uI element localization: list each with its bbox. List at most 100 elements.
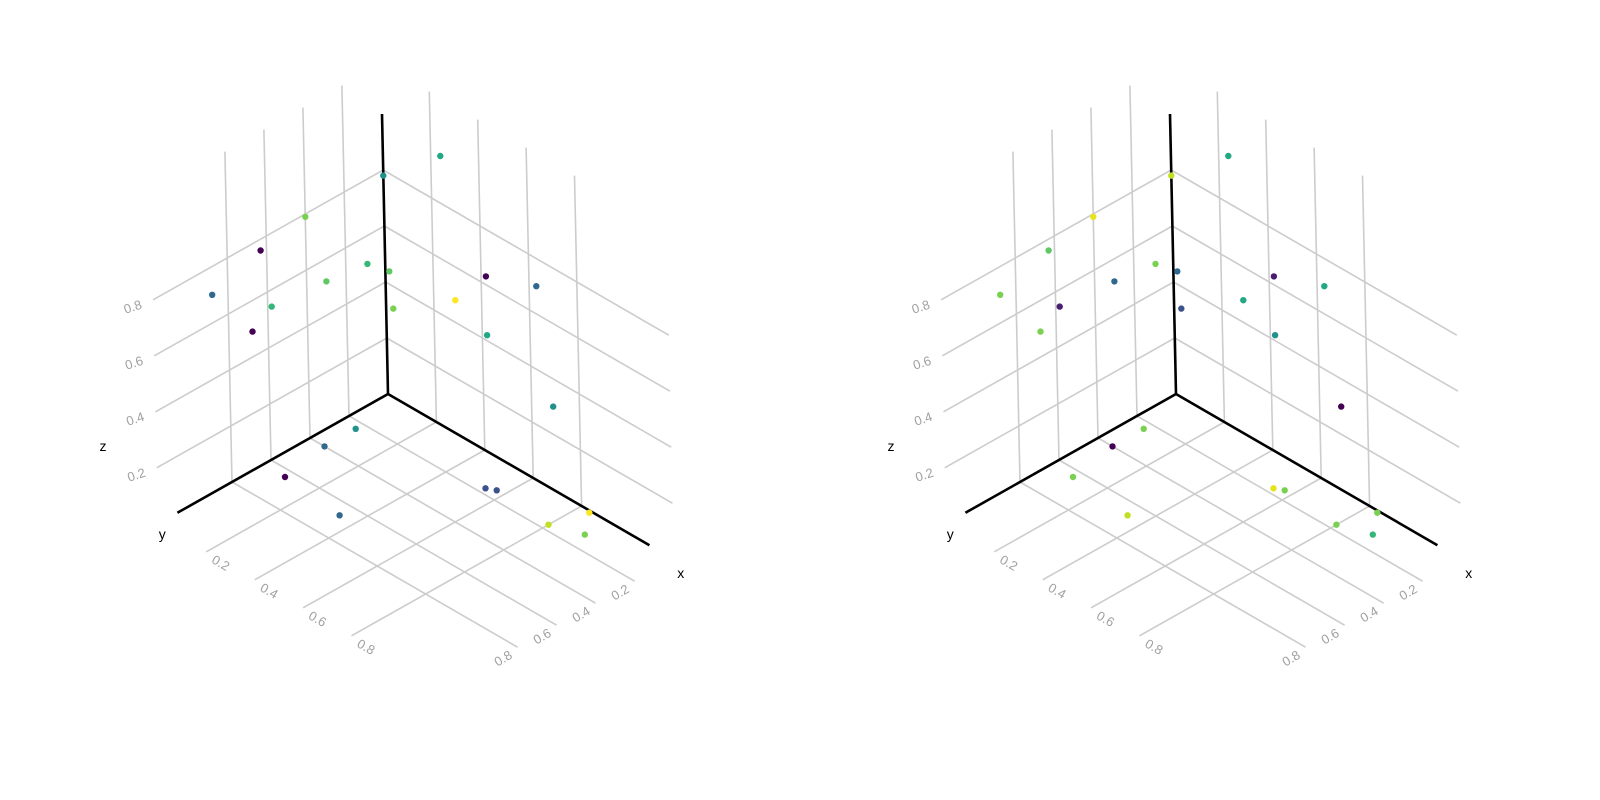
xz-wall-grid-line-x [476, 119, 486, 451]
scatter-point [268, 303, 275, 310]
xz-wall-grid-line-x [1313, 147, 1322, 479]
scatter-point [1140, 425, 1147, 432]
floor-grid-line-y [231, 481, 519, 648]
floor-grid-line-y [1019, 481, 1307, 648]
x-tick-label: 0.2 [997, 552, 1020, 574]
y-tick-label: 0.8 [1279, 647, 1302, 669]
scatter-point [1271, 332, 1279, 339]
z-tick-label: 0.6 [911, 353, 933, 373]
xz-wall-grid-line-z [386, 337, 673, 504]
scatter-point [1090, 213, 1097, 220]
x-tick-label: 0.4 [1046, 580, 1069, 602]
yz-wall-grid-line-z [940, 169, 1172, 301]
z-tick-label: 0.2 [913, 465, 935, 485]
scatter-point [281, 473, 289, 481]
yz-wall-grid-line-z [155, 281, 386, 413]
yz-wall-grid-line-y [341, 85, 350, 417]
xz-wall-grid-line-z [382, 169, 670, 336]
xz-wall-grid-line-x [525, 147, 534, 479]
floor-grid-line-y [1097, 437, 1385, 604]
scatter-point [1178, 305, 1185, 312]
scatter-point [1069, 473, 1077, 481]
xz-wall-grid-line-z [385, 281, 672, 448]
scatter-point [1037, 328, 1044, 335]
scatter-point [482, 485, 489, 492]
scatter-point [1240, 297, 1247, 304]
xz-wall-grid-line-z [383, 225, 671, 392]
scatter-point [1338, 403, 1345, 410]
z-tick-label: 0.8 [122, 297, 144, 317]
scatter-point [209, 291, 216, 298]
scatter-point [581, 531, 588, 538]
y-axis-line [176, 392, 389, 514]
scatter-point [323, 278, 330, 285]
xz-wall-grid-line-x [1361, 175, 1371, 507]
floor-grid-line-x [254, 449, 486, 581]
x-axis-label: x [677, 565, 684, 581]
x-tick-label: 0.6 [1094, 608, 1117, 630]
scatter-point [321, 443, 328, 450]
yz-wall-grid-line-y [224, 151, 233, 483]
scatter-point [545, 521, 552, 528]
y-axis-line [964, 392, 1177, 514]
scatter-point [1270, 485, 1277, 492]
yz-wall-grid-line-z [944, 337, 1176, 469]
y-tick-label: 0.4 [569, 603, 592, 625]
floor-grid-line-x [1042, 449, 1274, 581]
yz-wall-grid-line-z [156, 337, 388, 469]
x-axis-label: x [1465, 565, 1472, 581]
y-axis-label: y [159, 526, 166, 542]
floor-grid-line-x [1090, 477, 1322, 609]
scatter-point [1111, 278, 1118, 285]
scatter3d-panel-right: 0.2 0.4 0.6 0.8 0.2 0.4 0.6 0.8 0.2 0.4 0.6 0.8 x y z [888, 85, 1472, 669]
scatter-point [452, 297, 459, 304]
yz-wall-grid-line-y [263, 129, 272, 461]
xz-wall-grid-line-x [1216, 91, 1226, 423]
z-axis-line [1168, 113, 1178, 395]
yz-wall-grid-line-z [152, 169, 384, 301]
scatter-point [1152, 260, 1159, 268]
floor-grid-line-x [302, 477, 534, 609]
z-axis-label: z [888, 438, 895, 454]
x-tick-label: 0.2 [209, 552, 232, 574]
scatter-point [550, 403, 557, 410]
scatter-point [257, 247, 264, 254]
xz-wall-grid-line-z [1171, 225, 1459, 392]
x-tick-label: 0.8 [354, 636, 377, 658]
scatter-point [1056, 303, 1063, 310]
scatter-point [1225, 152, 1232, 160]
yz-wall-grid-line-y [1051, 129, 1060, 461]
yz-wall-grid-line-z [153, 225, 385, 357]
x-tick-label: 0.6 [306, 608, 329, 630]
y-axis-label: y [947, 526, 954, 542]
scatter-point [1333, 521, 1340, 528]
scatter-point [437, 152, 444, 160]
floor-grid-line-y [1136, 415, 1424, 582]
scatter-point [302, 213, 309, 220]
yz-wall-grid-line-y [1012, 151, 1021, 483]
x-axis-line [387, 392, 651, 547]
scatter-point [380, 172, 387, 179]
xz-wall-grid-line-x [1264, 119, 1274, 451]
z-axis-line [380, 113, 390, 395]
scatter-point [1168, 172, 1175, 179]
scatter-point [533, 283, 540, 290]
scatter-point [1369, 531, 1377, 538]
scatter-point [1374, 509, 1381, 516]
scatter-point [1270, 273, 1278, 280]
z-tick-label: 0.2 [125, 465, 147, 485]
scatter-point [1321, 283, 1328, 290]
scatter-point [1281, 487, 1288, 494]
yz-wall-grid-line-y [1090, 107, 1099, 439]
z-tick-label: 0.4 [124, 409, 146, 429]
y-tick-label: 0.6 [530, 625, 553, 647]
scatter-point [1124, 512, 1131, 519]
scatter-point [1045, 247, 1052, 254]
x-tick-label: 0.8 [1142, 636, 1165, 658]
scatter-point [482, 273, 490, 280]
scatter-point [1174, 268, 1181, 275]
floor-grid-line-x [351, 505, 582, 637]
z-tick-label: 0.8 [910, 297, 932, 317]
scatter-point [493, 487, 500, 494]
